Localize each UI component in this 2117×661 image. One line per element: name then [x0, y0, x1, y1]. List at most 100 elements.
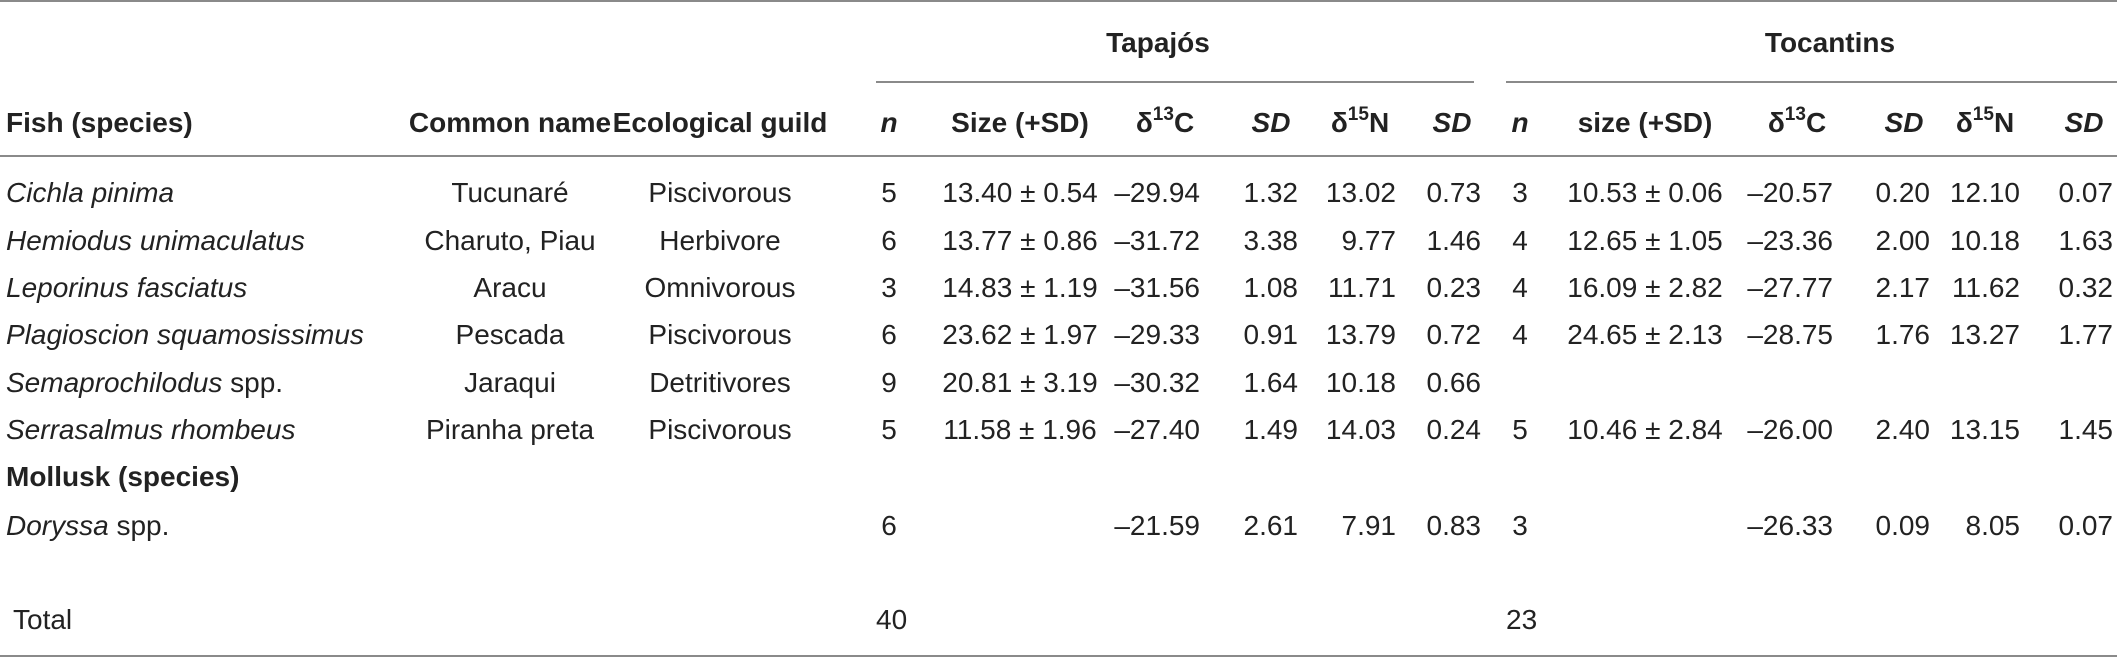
value-cell-t-nsd: 0.24 — [1426, 414, 1482, 445]
value-cell-o-size: 10.46 ± 2.84 — [1567, 414, 1723, 445]
species-cell: Hemiodus unimaculatus — [6, 224, 305, 258]
common-name-cell: Piranha preta — [425, 414, 595, 445]
element-n: N — [1993, 107, 2015, 138]
value-cell-t-nsd: 0.73 — [1426, 177, 1482, 208]
superscript-13: 13 — [1784, 103, 1806, 125]
value-cell-o-n: 3 — [1512, 510, 1528, 541]
header-ecological-guild: Ecological guild — [612, 107, 828, 138]
common-name-cell: Charuto, Piau — [424, 225, 596, 256]
value-cell-t-csd: 3.38 — [1243, 225, 1299, 256]
value-cell-o-size: 16.09 ± 2.82 — [1567, 272, 1723, 303]
bottom-rule — [0, 655, 2117, 657]
value-cell-t-n15: 11.71 — [1328, 272, 1396, 303]
value-cell-t-size: 23.62 ± 1.97 — [942, 319, 1098, 350]
common-name-cell: Tucunaré — [451, 177, 569, 208]
guild-cell: Piscivorous — [648, 414, 792, 445]
value-cell-t-c: –29.33 — [1114, 319, 1200, 350]
delta-symbol: δ — [1135, 107, 1153, 138]
value-cell-o-n: 4 — [1512, 225, 1528, 256]
superscript-13: 13 — [1152, 103, 1174, 125]
value-cell-t-c: –31.72 — [1114, 225, 1200, 256]
value-cell-o-c: –26.00 — [1747, 414, 1833, 445]
tocantins-group-heading: Tocantins — [1764, 27, 1896, 58]
header-species: Fish (species) — [6, 107, 193, 138]
header-rule — [0, 155, 2117, 157]
value-cell-t-n15: 14.03 — [1325, 414, 1396, 445]
value-cell-o-n15: 12.10 — [1949, 177, 2020, 208]
superscript-15: 15 — [1347, 103, 1369, 125]
species-cell: Semaprochilodus spp. — [6, 366, 283, 400]
value-cell-t-size: 13.40 ± 0.54 — [942, 177, 1098, 208]
value-cell-t-c: –21.59 — [1114, 510, 1200, 541]
value-cell-o-nsd: 0.32 — [2058, 272, 2114, 303]
species-cell: Cichla pinima — [6, 176, 174, 210]
value-cell-o-nsd: 1.45 — [2058, 414, 2114, 445]
delta-symbol: δ — [1767, 107, 1785, 138]
species-suffix: spp. — [108, 510, 170, 541]
species-name: Serrasalmus rhombeus — [6, 414, 296, 445]
value-cell-o-nsd: 0.07 — [2058, 177, 2114, 208]
value-cell-o-c: –23.36 — [1747, 225, 1833, 256]
value-cell-t-n: 6 — [881, 225, 897, 256]
value-cell-o-n: 5 — [1512, 414, 1528, 445]
species-cell: Doryssa spp. — [6, 509, 169, 543]
value-cell-o-c: –20.57 — [1747, 177, 1833, 208]
value-cell-t-size: 14.83 ± 1.19 — [942, 272, 1098, 303]
value-cell-t-c: –31.56 — [1114, 272, 1200, 303]
guild-cell: Herbivore — [659, 225, 781, 256]
superscript-15: 15 — [1972, 103, 1994, 125]
value-cell-t-csd: 1.49 — [1243, 414, 1299, 445]
value-cell-t-nsd: 0.83 — [1426, 510, 1482, 541]
value-cell-o-n15: 10.18 — [1949, 225, 2020, 256]
value-cell-o-n15: 13.15 — [1949, 414, 2020, 445]
value-cell-o-size: 24.65 ± 2.13 — [1567, 319, 1723, 350]
value-cell-t-size: 20.81 ± 3.19 — [942, 367, 1098, 398]
species-name: Doryssa — [6, 510, 109, 541]
species-name: Hemiodus unimaculatus — [6, 225, 305, 256]
species-name: Cichla pinima — [6, 177, 175, 208]
value-cell-t-nsd: 0.66 — [1426, 367, 1482, 398]
value-cell-t-c: –27.40 — [1114, 414, 1200, 445]
value-cell-t-csd: 1.64 — [1243, 367, 1299, 398]
common-name-cell: Aracu — [473, 272, 547, 303]
species-cell: Leporinus fasciatus — [6, 271, 247, 305]
value-cell-o-csd: 2.40 — [1875, 414, 1931, 445]
value-cell-t-size: 11.58 ± 1.96 — [943, 414, 1097, 445]
value-cell-o-size: 12.65 ± 1.05 — [1567, 225, 1723, 256]
element-c: C — [1805, 107, 1827, 138]
value-cell-t-n: 5 — [881, 177, 897, 208]
value-cell-t-csd: 1.32 — [1243, 177, 1299, 208]
header-tapajos-n-sd: SD — [1432, 107, 1472, 138]
element-c: C — [1173, 107, 1195, 138]
value-cell-t-n15: 9.77 — [1341, 225, 1397, 256]
value-cell-t-n: 9 — [881, 367, 897, 398]
delta-symbol: δ — [1330, 107, 1348, 138]
value-cell-o-n15: 13.27 — [1949, 319, 2020, 350]
value-cell-o-c: –27.77 — [1747, 272, 1833, 303]
guild-cell: Omnivorous — [644, 272, 796, 303]
header-tocantins-d15n: δ15N — [1956, 103, 2015, 140]
tocantins-group-rule — [1506, 81, 2117, 83]
value-cell-t-n15: 7.91 — [1341, 510, 1397, 541]
value-cell-o-c: –26.33 — [1747, 510, 1833, 541]
value-cell-o-csd: 0.09 — [1875, 510, 1931, 541]
species-name: Plagioscion squamosissimus — [6, 319, 364, 350]
value-cell-t-nsd: 0.72 — [1426, 319, 1482, 350]
header-tapajos-d15n: δ15N — [1330, 103, 1389, 140]
value-cell-t-n15: 13.79 — [1325, 319, 1396, 350]
value-cell-o-c: –28.75 — [1747, 319, 1833, 350]
value-cell-t-nsd: 1.46 — [1426, 225, 1482, 256]
value-cell-o-nsd: 1.77 — [2058, 319, 2114, 350]
tapajos-group-rule — [876, 81, 1474, 83]
header-tocantins-size: size (+SD) — [1577, 107, 1713, 138]
value-cell-t-n: 6 — [881, 319, 897, 350]
value-cell-o-n15: 8.05 — [1965, 510, 2021, 541]
value-cell-t-n: 5 — [881, 414, 897, 445]
guild-cell: Piscivorous — [648, 177, 792, 208]
value-cell-o-csd: 1.76 — [1875, 319, 1931, 350]
common-name-cell: Pescada — [455, 319, 565, 350]
header-tocantins-c-sd: SD — [1884, 107, 1924, 138]
common-name-cell: Jaraqui — [464, 367, 556, 398]
value-cell-t-n: 3 — [881, 272, 897, 303]
